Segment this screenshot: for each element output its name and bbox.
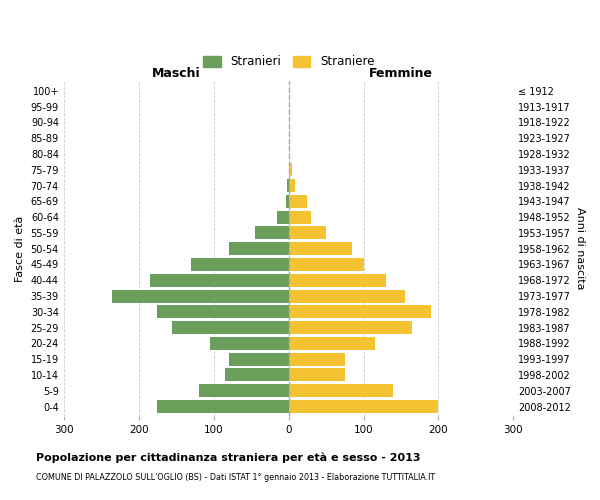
Bar — [286, 195, 289, 208]
Bar — [289, 274, 386, 286]
Bar — [289, 210, 311, 224]
Bar — [229, 352, 289, 366]
Bar — [225, 368, 289, 382]
Bar — [289, 258, 364, 271]
Bar — [199, 384, 289, 397]
Bar — [191, 258, 289, 271]
Bar — [172, 321, 289, 334]
Bar — [112, 290, 289, 302]
Bar — [157, 400, 289, 413]
Y-axis label: Fasce di età: Fasce di età — [15, 216, 25, 282]
Bar — [157, 306, 289, 318]
Bar — [210, 337, 289, 350]
Bar — [289, 195, 307, 208]
Text: COMUNE DI PALAZZOLO SULL'OGLIO (BS) - Dati ISTAT 1° gennaio 2013 - Elaborazione : COMUNE DI PALAZZOLO SULL'OGLIO (BS) - Da… — [36, 472, 435, 482]
Bar — [289, 226, 326, 239]
Text: Femmine: Femmine — [369, 67, 433, 80]
Bar — [289, 306, 431, 318]
Bar — [289, 290, 405, 302]
Bar — [255, 226, 289, 239]
Bar — [289, 352, 345, 366]
Legend: Stranieri, Straniere: Stranieri, Straniere — [198, 50, 379, 73]
Y-axis label: Anni di nascita: Anni di nascita — [575, 208, 585, 290]
Bar — [229, 242, 289, 255]
Text: Popolazione per cittadinanza straniera per età e sesso - 2013: Popolazione per cittadinanza straniera p… — [36, 452, 421, 463]
Bar — [289, 242, 352, 255]
Bar — [289, 384, 394, 397]
Bar — [289, 321, 412, 334]
Bar — [289, 400, 439, 413]
Bar — [289, 337, 375, 350]
Bar — [289, 179, 295, 192]
Bar — [289, 164, 292, 176]
Bar — [287, 179, 289, 192]
Bar — [277, 210, 289, 224]
Bar — [289, 368, 345, 382]
Bar — [150, 274, 289, 286]
Text: Maschi: Maschi — [152, 67, 200, 80]
